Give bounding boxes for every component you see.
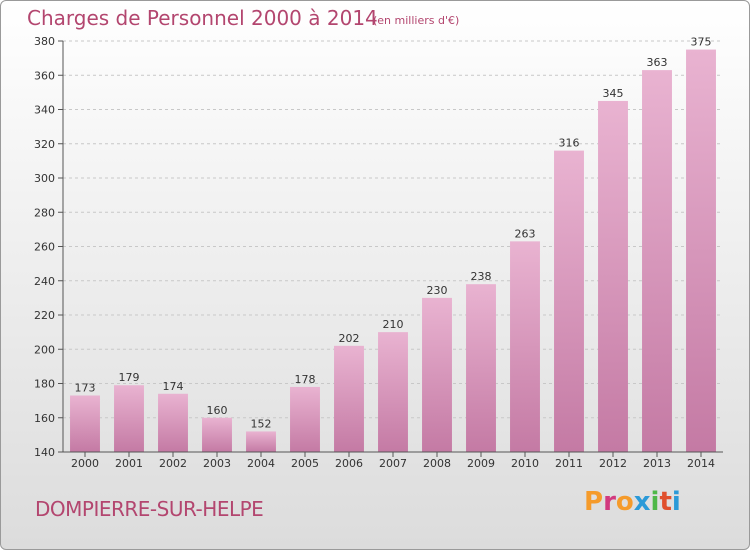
x-tick-label: 2009 — [467, 457, 495, 470]
y-tick-label: 240 — [34, 275, 55, 288]
y-tick-label: 160 — [34, 412, 55, 425]
bar-2003 — [202, 417, 232, 452]
bar-2010 — [510, 241, 540, 452]
x-tick-label: 2000 — [71, 457, 99, 470]
data-label: 179 — [119, 371, 140, 384]
y-tick-label: 200 — [34, 343, 55, 356]
chart-subtitle: (en milliers d'€) — [373, 14, 460, 27]
y-axis: 140 160 180 200 220 240 260 280 300 320 340 360 380 — [34, 35, 64, 459]
x-tick-label: 2006 — [335, 457, 363, 470]
bar-2013 — [642, 70, 672, 453]
bars: 173 179 174 160 152 178 202 210 230 238 263 316 345 3… — [70, 36, 716, 453]
y-tick-label: 360 — [34, 69, 55, 82]
commune-name: DOMPIERRE-SUR-HELPE — [35, 497, 264, 521]
bar-2002 — [158, 393, 188, 452]
bar-2012 — [598, 100, 628, 452]
bar-2000 — [70, 395, 100, 452]
y-tick-label: 380 — [34, 35, 55, 48]
bar-2014 — [686, 49, 716, 452]
y-tick-label: 280 — [34, 206, 55, 219]
x-axis: 2000 2001 2002 2003 2004 2005 2006 2007 2008 2009… — [63, 451, 723, 470]
bar-2008 — [422, 297, 452, 452]
bar-2006 — [334, 345, 364, 452]
logo-letter: i — [650, 487, 660, 517]
data-label: 178 — [295, 373, 316, 386]
x-tick-label: 2002 — [159, 457, 187, 470]
y-tick-label: 260 — [34, 241, 55, 254]
data-label: 202 — [339, 332, 360, 345]
logo-letter: o — [615, 487, 634, 517]
y-tick-label: 320 — [34, 138, 55, 151]
data-label: 173 — [75, 381, 96, 394]
y-tick-label: 180 — [34, 378, 55, 391]
logo-letter: i — [671, 487, 681, 517]
y-tick-label: 140 — [34, 446, 55, 459]
data-label: 238 — [471, 270, 492, 283]
logo-letter: P — [584, 487, 604, 517]
bar-2011 — [554, 150, 584, 452]
logo-letter: r — [603, 487, 616, 517]
y-tick-label: 340 — [34, 104, 55, 117]
x-tick-label: 2001 — [115, 457, 143, 470]
x-tick-label: 2011 — [555, 457, 583, 470]
bar-2001 — [114, 385, 144, 452]
data-label: 152 — [251, 417, 272, 430]
bar-2005 — [290, 386, 320, 452]
data-label: 345 — [603, 87, 624, 100]
x-tick-label: 2008 — [423, 457, 451, 470]
y-tick-label: 300 — [34, 172, 55, 185]
chart-title: Charges de Personnel 2000 à 2014 — [27, 6, 378, 30]
bar-2004 — [246, 431, 276, 452]
x-tick-label: 2012 — [599, 457, 627, 470]
x-tick-label: 2010 — [511, 457, 539, 470]
data-label: 363 — [647, 56, 668, 69]
x-tick-label: 2007 — [379, 457, 407, 470]
bar-2009 — [466, 284, 496, 452]
data-label: 230 — [427, 284, 448, 297]
data-label: 263 — [515, 227, 536, 240]
x-tick-label: 2005 — [291, 457, 319, 470]
logo-letter: t — [659, 487, 672, 517]
logo-letter: x — [633, 487, 651, 517]
data-label: 160 — [207, 404, 228, 417]
data-label: 316 — [559, 137, 580, 150]
data-label: 210 — [383, 318, 404, 331]
proxiti-logo[interactable]: Proxiti — [584, 487, 681, 517]
x-tick-label: 2014 — [687, 457, 715, 470]
y-tick-label: 220 — [34, 309, 55, 322]
data-label: 375 — [691, 36, 712, 49]
x-tick-label: 2013 — [643, 457, 671, 470]
bar-2007 — [378, 332, 408, 452]
x-tick-label: 2003 — [203, 457, 231, 470]
data-label: 174 — [163, 380, 184, 393]
x-tick-label: 2004 — [247, 457, 275, 470]
